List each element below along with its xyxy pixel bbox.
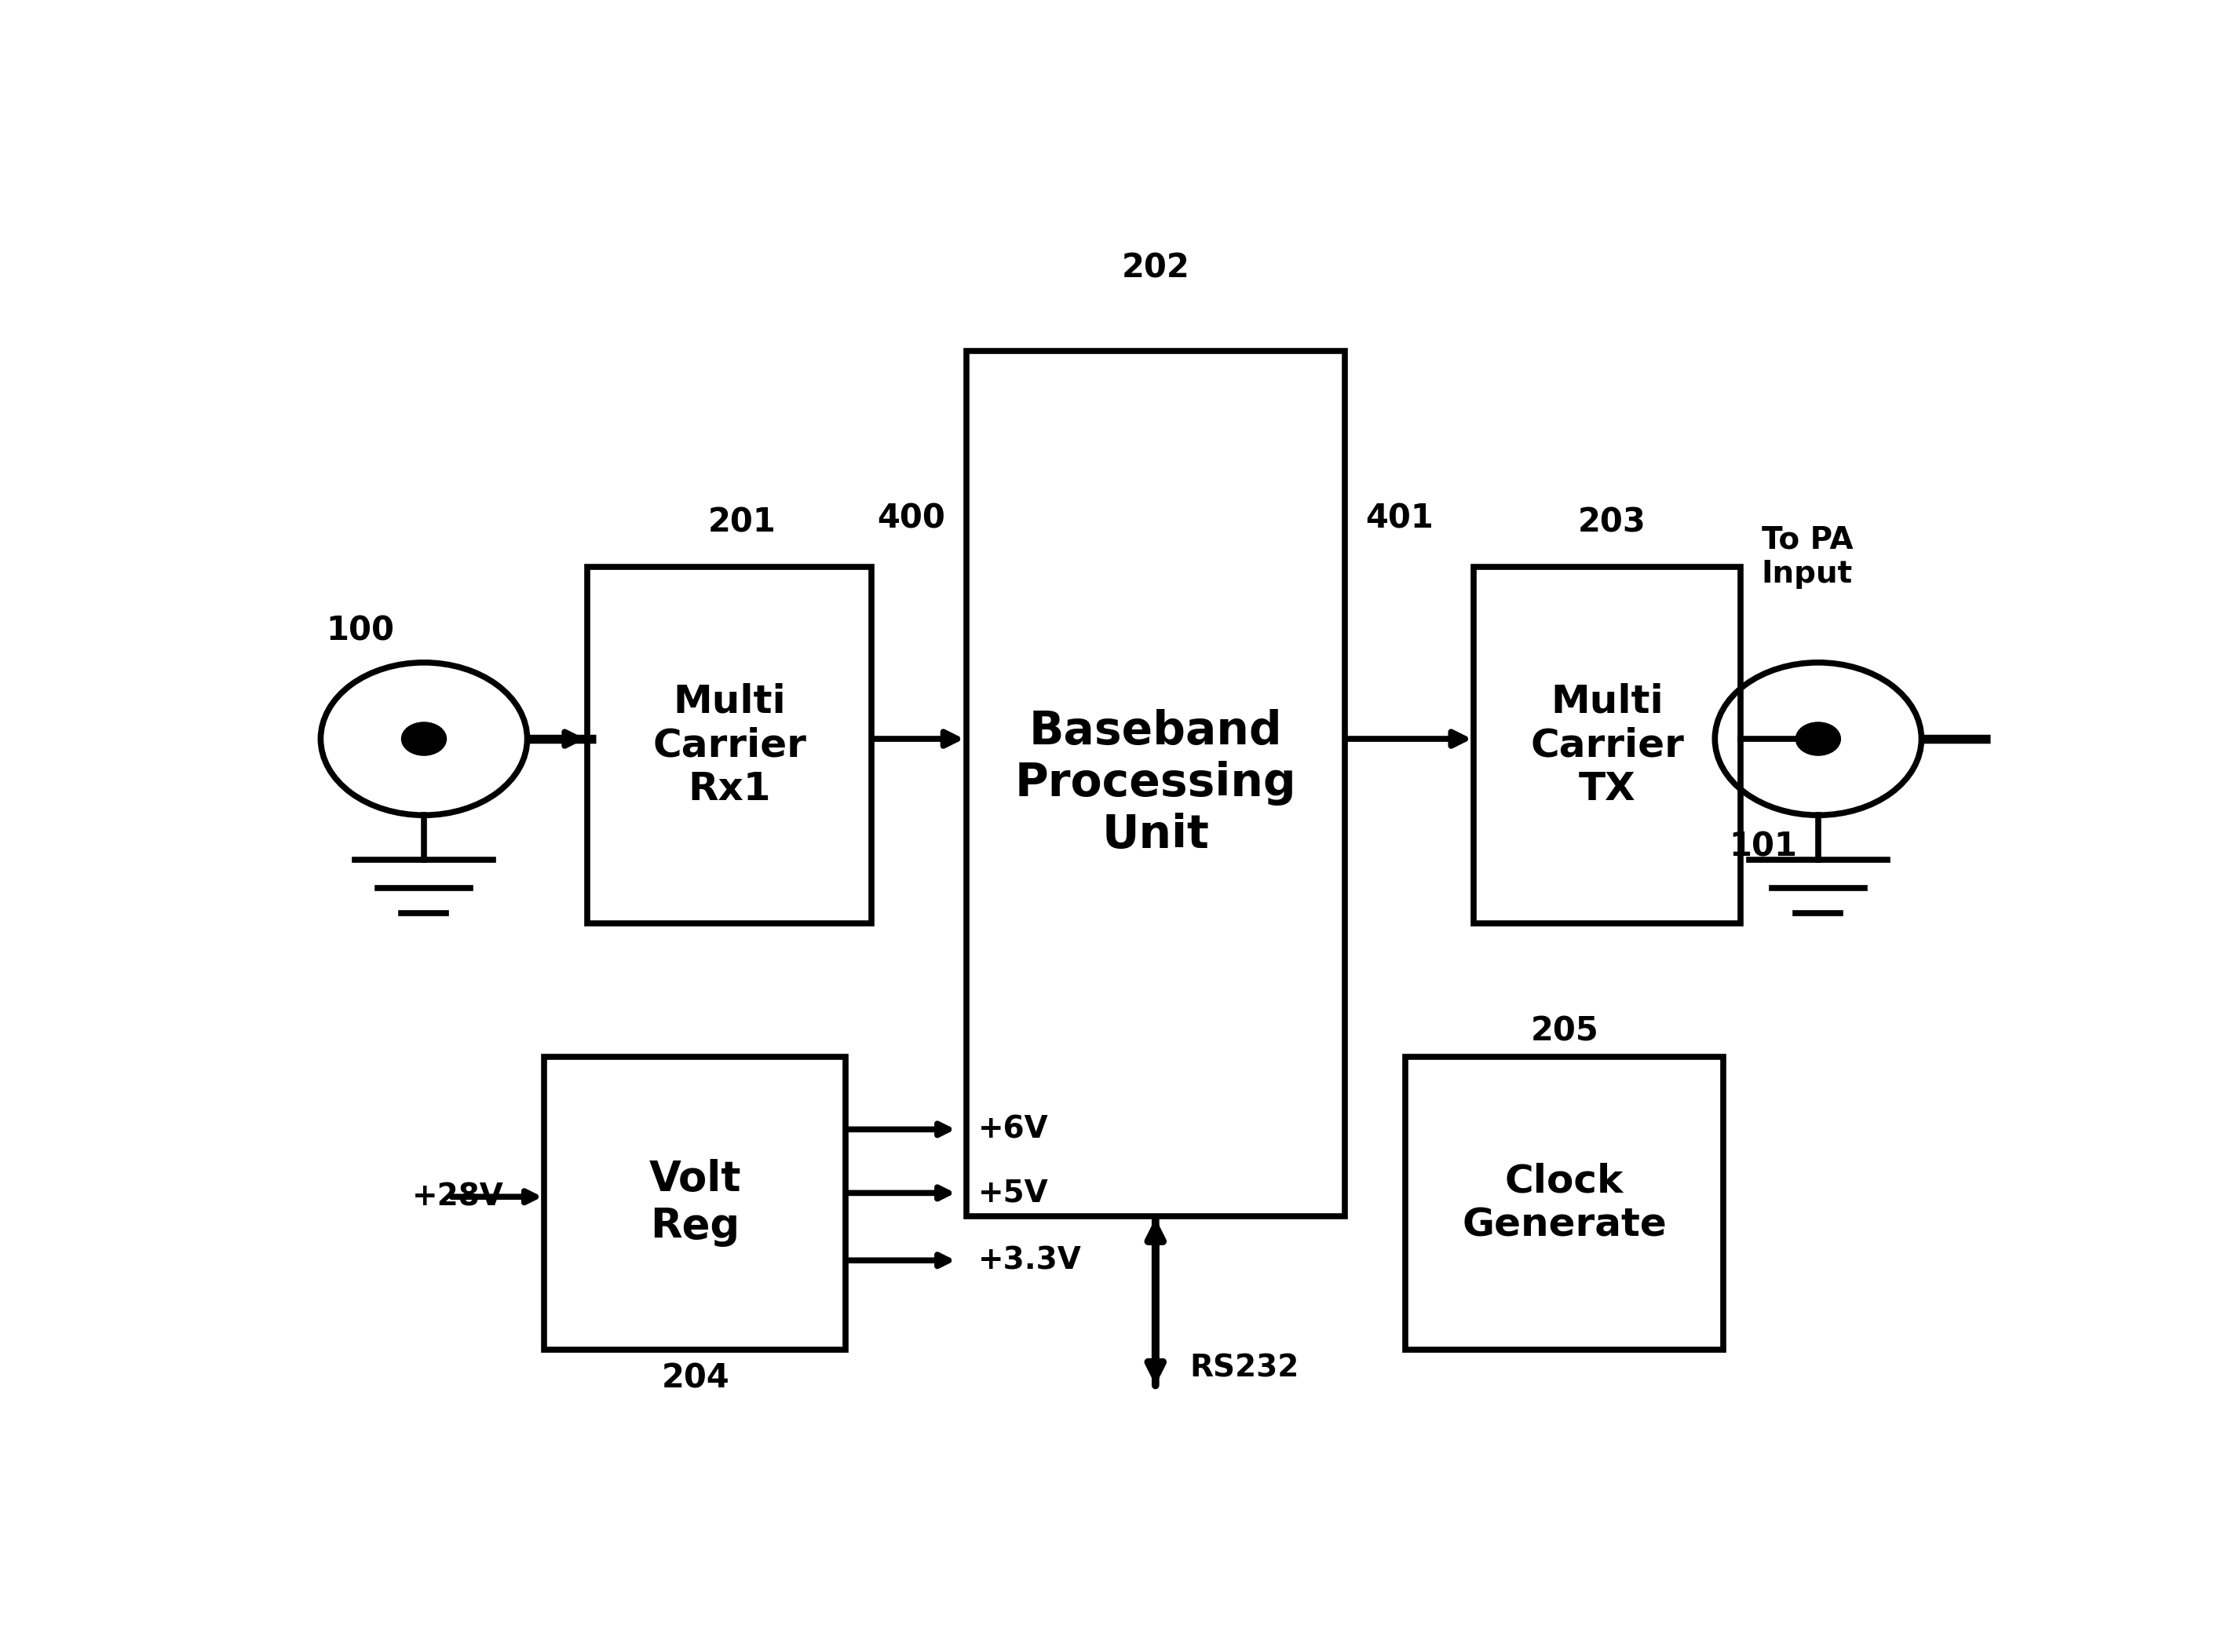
Text: Multi
Carrier
TX: Multi Carrier TX bbox=[1530, 682, 1684, 808]
Text: Baseband
Processing
Unit: Baseband Processing Unit bbox=[1015, 709, 1297, 857]
Text: +28V: +28V bbox=[411, 1181, 504, 1211]
Text: 101: 101 bbox=[1728, 831, 1797, 864]
Text: 100: 100 bbox=[326, 615, 395, 648]
Text: 204: 204 bbox=[662, 1363, 731, 1396]
Text: 205: 205 bbox=[1530, 1014, 1599, 1047]
Text: 400: 400 bbox=[877, 502, 946, 535]
Text: +3.3V: +3.3V bbox=[977, 1246, 1082, 1275]
Text: 201: 201 bbox=[708, 506, 777, 539]
FancyBboxPatch shape bbox=[544, 1057, 846, 1350]
Text: Volt
Reg: Volt Reg bbox=[649, 1160, 742, 1247]
Text: 401: 401 bbox=[1366, 502, 1435, 535]
Text: Clock
Generate: Clock Generate bbox=[1461, 1163, 1666, 1244]
FancyBboxPatch shape bbox=[586, 567, 871, 923]
Text: +5V: +5V bbox=[977, 1178, 1048, 1208]
Text: +6V: +6V bbox=[977, 1115, 1048, 1145]
FancyBboxPatch shape bbox=[966, 350, 1346, 1216]
Text: 203: 203 bbox=[1577, 506, 1646, 539]
Circle shape bbox=[402, 722, 446, 755]
FancyBboxPatch shape bbox=[1475, 567, 1741, 923]
Text: To PA
Input: To PA Input bbox=[1761, 525, 1852, 590]
FancyBboxPatch shape bbox=[1406, 1057, 1723, 1350]
Text: RS232: RS232 bbox=[1190, 1353, 1299, 1383]
Text: 202: 202 bbox=[1122, 251, 1190, 284]
Text: Multi
Carrier
Rx1: Multi Carrier Rx1 bbox=[653, 682, 806, 808]
Circle shape bbox=[1797, 722, 1841, 755]
